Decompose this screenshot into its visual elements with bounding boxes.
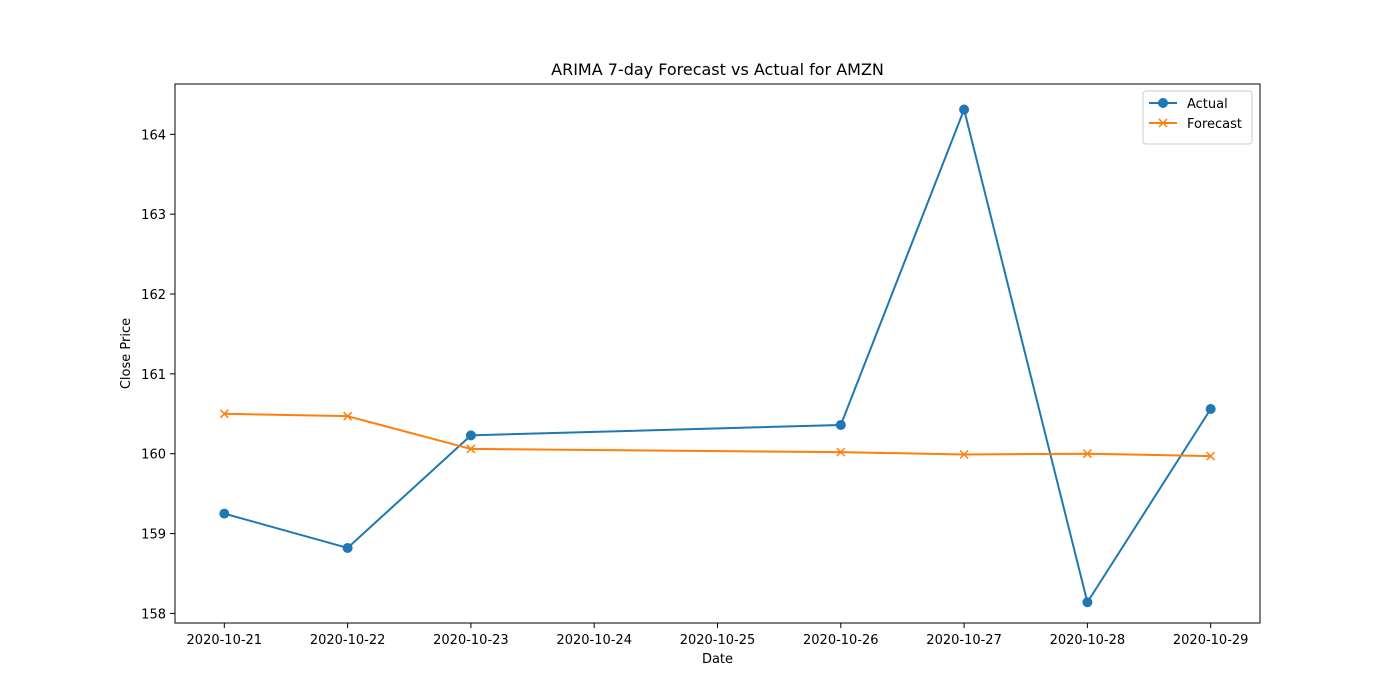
y-axis: 158 159 160 161 162 163 164 [141, 128, 175, 622]
series-forecast [219, 409, 1216, 461]
legend: Actual Forecast [1142, 90, 1253, 145]
actual-point [1082, 597, 1093, 608]
x-tick-label: 2020-10-27 [926, 633, 1002, 648]
y-axis-label: Close Price [119, 318, 134, 389]
actual-point [465, 430, 476, 441]
x-tick-label: 2020-10-22 [310, 633, 386, 648]
forecast-point [1206, 451, 1216, 461]
y-tick-label: 160 [141, 448, 166, 463]
forecast-point [466, 444, 476, 454]
series-layer [219, 104, 1216, 608]
x-tick-label: 2020-10-21 [187, 633, 263, 648]
actual-point [219, 508, 230, 519]
legend-label: Forecast [1187, 117, 1242, 132]
forecast-point [343, 411, 353, 421]
legend-item-forecast: Forecast [1149, 117, 1242, 132]
forecast-point [836, 447, 846, 457]
forecast-point [219, 409, 229, 419]
chart-title: ARIMA 7-day Forecast vs Actual for AMZN [551, 60, 884, 79]
actual-point [342, 542, 353, 553]
legend-item-actual: Actual [1149, 97, 1228, 112]
actual-point [959, 104, 970, 115]
legend-box [1142, 90, 1253, 145]
x-tick-label: 2020-10-29 [1173, 633, 1249, 648]
forecast-point [1082, 449, 1092, 459]
y-tick-label: 163 [141, 208, 166, 223]
y-tick-label: 158 [141, 607, 166, 622]
x-tick-label: 2020-10-26 [803, 633, 879, 648]
legend-marker [1158, 118, 1168, 128]
actual-point [835, 419, 846, 430]
x-tick-label: 2020-10-24 [556, 633, 632, 648]
x-axis-label: Date [702, 652, 733, 667]
y-tick-label: 161 [141, 368, 166, 383]
x-tick-label: 2020-10-23 [433, 633, 509, 648]
forecast-point [959, 449, 969, 460]
y-tick-label: 159 [141, 528, 166, 543]
x-tick-label: 2020-10-28 [1050, 633, 1126, 648]
legend-marker [1158, 98, 1168, 108]
legend-label: Actual [1187, 97, 1228, 112]
y-tick-label: 162 [141, 288, 166, 303]
actual-point [1205, 403, 1216, 414]
x-tick-label: 2020-10-25 [680, 633, 756, 648]
y-tick-label: 164 [141, 128, 166, 143]
series-actual [219, 104, 1216, 608]
x-axis: 2020-10-21 2020-10-22 2020-10-23 2020-10-24… [187, 623, 1249, 648]
